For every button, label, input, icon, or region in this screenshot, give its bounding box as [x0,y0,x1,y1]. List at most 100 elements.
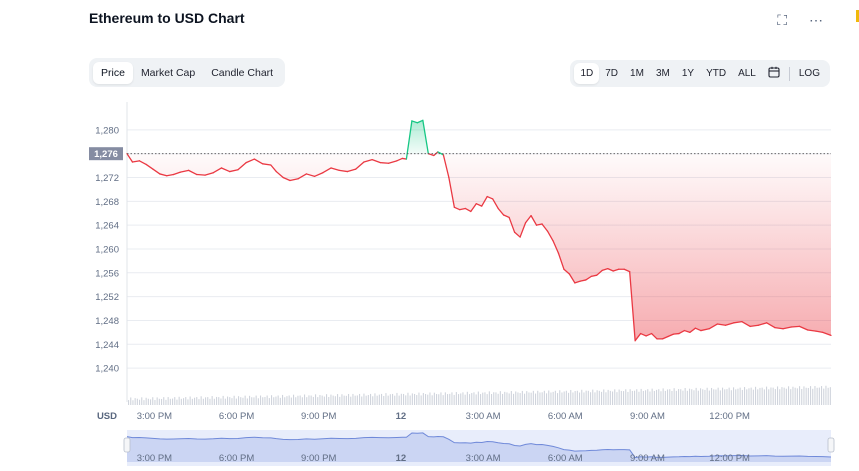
below-open-area [127,153,831,341]
volume-bar [136,398,138,405]
volume-bar [717,387,719,405]
volume-bar [587,390,589,405]
volume-bar [799,386,801,405]
price-line-segment [387,160,398,164]
navigator-handle-right[interactable] [827,437,835,453]
volume-bar [451,392,453,405]
price-line-segment [179,169,190,173]
tab-candle-chart[interactable]: Candle Chart [211,66,274,79]
volume-bar [165,399,167,405]
navigator-tick-label: 12 [396,453,407,464]
volume-bar [803,386,805,405]
tab-market-cap[interactable]: Market Cap [140,66,196,79]
range-1d[interactable]: 1D [574,63,600,84]
range-1y[interactable]: 1Y [681,68,695,79]
volume-bar [282,394,284,405]
volume-bar [229,397,231,405]
volume-bar [134,398,136,405]
more-icon[interactable]: ⋯ [809,12,823,28]
volume-bar [759,387,761,405]
volume-bar [253,397,255,405]
volume-bar [301,397,303,405]
calendar-icon[interactable] [762,62,786,85]
price-line-segment [459,207,466,211]
current-price-badge [89,147,123,161]
price-line-segment [453,206,461,211]
volume-bar [730,390,732,405]
price-line-segment [346,168,357,173]
expand-icon[interactable]: ⛶ [777,12,787,28]
price-line-segment [563,268,571,275]
range-all[interactable]: ALL [738,68,756,79]
volume-bar [363,393,365,405]
volume-bar [244,395,246,405]
volume-bar [198,399,200,405]
range-7d[interactable]: 7D [605,68,619,79]
volume-bar [594,392,596,405]
volume-bar [627,391,629,405]
volume-bar [761,387,763,405]
volume-bar [161,398,163,405]
volume-bar [605,392,607,405]
y-tick-label: 1,260 [95,244,119,255]
price-line-segment [416,119,424,124]
volume-bar [821,386,823,405]
volume-bar [623,391,625,405]
volume-bar [598,390,600,405]
price-line-segment [568,273,576,284]
volume-bar [268,398,270,405]
volume-bar [552,391,554,405]
range-1m[interactable]: 1M [630,68,644,79]
price-line-segment [601,267,609,272]
volume-bar [746,389,748,405]
range-3m[interactable]: 3M [655,68,670,79]
volume-bar [440,392,442,405]
price-line-segment [275,170,284,179]
navigator-handle-left[interactable] [123,437,131,453]
volume-bar [156,397,158,405]
volume-bar [277,395,279,405]
price-line-segment [733,320,743,324]
volume-bar [642,390,644,405]
volume-bar [502,393,504,405]
volume-bar [744,387,746,405]
volume-bar [279,397,281,405]
volume-bar [334,396,336,405]
price-line-segment [552,239,560,254]
price-line-segment [229,169,239,173]
volume-bar [249,395,251,405]
price-line-segment [623,268,631,273]
volume-bar [257,398,259,405]
volume-bar [601,391,603,405]
volume-bar [458,394,460,405]
volume-bar [517,392,519,405]
volume-bar [154,400,156,405]
navigator-tick-label: 6:00 AM [548,453,583,464]
volume-bar [218,397,220,405]
price-line-segment [585,275,592,281]
price-line-segment [411,120,419,124]
volume-bar [752,389,754,405]
volume-bar [664,390,666,405]
range-ytd[interactable]: YTD [706,68,727,79]
price-line-segment [798,325,809,331]
price-line-segment [322,167,332,174]
volume-bar [695,387,697,405]
log-toggle[interactable]: LOG [798,68,820,79]
volume-bar [431,395,433,405]
navigator-tick-label: 9:00 AM [630,453,665,464]
price-line-segment [152,168,161,175]
volume-bar [271,395,273,405]
volume-bar [352,393,354,405]
volume-bar [781,387,783,405]
volume-bar [792,386,794,405]
tab-price[interactable]: Price [93,61,133,84]
volume-bar [640,388,642,405]
price-line-segment [166,173,175,177]
volume-bar [370,393,372,405]
volume-bar [557,393,559,405]
price-line-segment [396,157,403,162]
volume-bar [471,393,473,405]
volume-bar [447,394,449,405]
